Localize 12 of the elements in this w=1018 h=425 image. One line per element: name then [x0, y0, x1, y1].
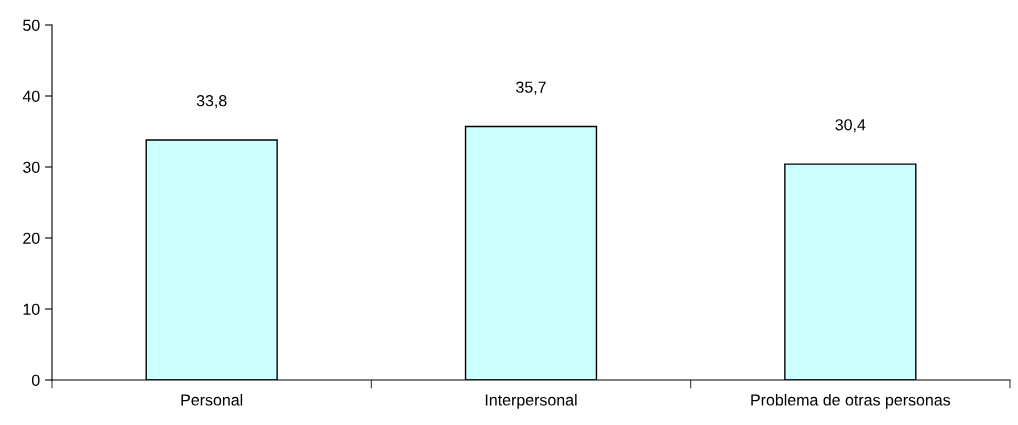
y-tick-label: 0 [31, 374, 40, 386]
data-label: 30,4 [835, 119, 866, 133]
data-label: 35,7 [516, 81, 546, 95]
x-tick-label: Personal [181, 393, 243, 406]
y-tick-label: 40 [22, 90, 40, 102]
y-tick-label: 30 [23, 161, 40, 173]
y-tick-label: 50 [23, 19, 40, 31]
x-tick-label: Problema de otras personas [751, 393, 951, 409]
x-tick-label: Interpersonal [485, 393, 577, 409]
y-tick-label: 10 [23, 303, 40, 315]
y-tick-label: 20 [23, 232, 40, 244]
data-label: 33,8 [196, 95, 227, 109]
